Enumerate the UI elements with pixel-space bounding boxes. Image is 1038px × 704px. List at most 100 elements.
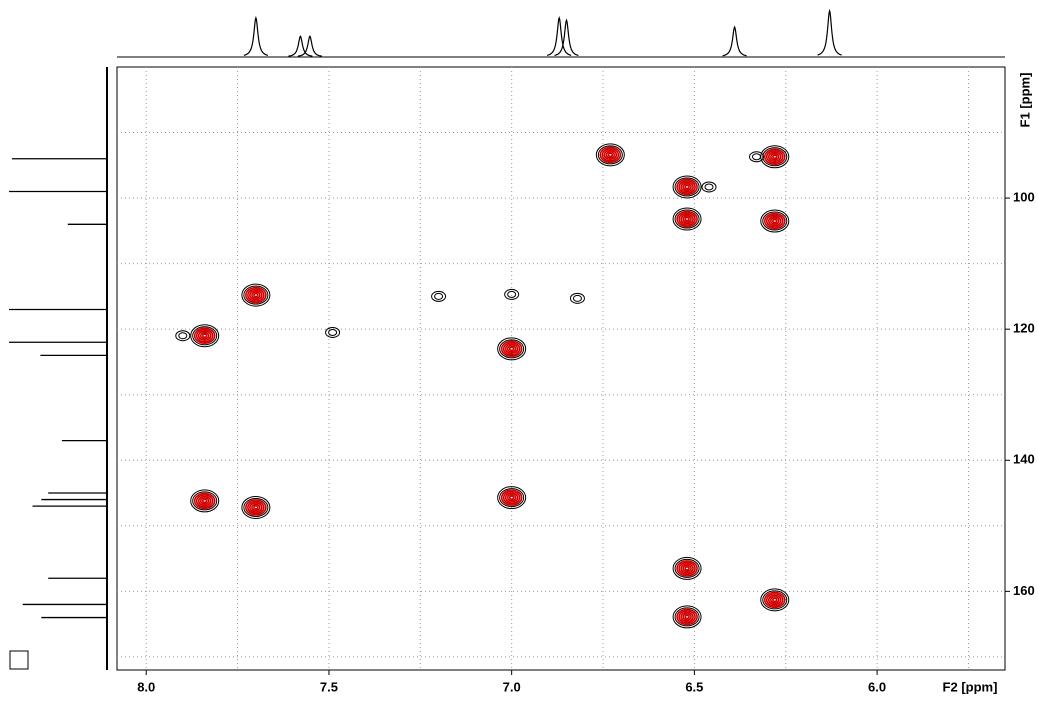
contour-outer — [704, 183, 714, 191]
contour-level — [767, 594, 782, 606]
contour-level — [763, 148, 786, 166]
contour-level — [684, 184, 690, 190]
y-tick-label: 160 — [1013, 583, 1035, 598]
contour-level — [684, 566, 690, 571]
contour-level — [201, 333, 208, 339]
contour-level — [245, 499, 267, 516]
projection-peak — [288, 35, 313, 57]
cross-peak — [497, 337, 527, 361]
contour-level — [500, 340, 523, 358]
cross-peak — [190, 324, 220, 348]
contour-level — [247, 288, 265, 302]
contour-level — [249, 502, 263, 513]
contour-level — [769, 152, 780, 161]
contour-level — [500, 489, 523, 506]
contour-level — [678, 610, 696, 624]
contour-level — [195, 328, 214, 343]
contour-level — [197, 495, 212, 507]
contour-level — [771, 154, 778, 160]
contour-level — [607, 152, 614, 158]
contour-outer — [672, 605, 702, 629]
contour-level — [678, 561, 696, 576]
weak-peak — [504, 288, 520, 300]
contour-outer — [504, 288, 520, 300]
contour-level — [508, 495, 515, 500]
contour-level — [195, 494, 214, 508]
contour-level — [684, 614, 690, 620]
contour-level — [193, 492, 216, 510]
contour-outer — [760, 588, 790, 612]
contour-outer — [762, 590, 788, 610]
cross-peak — [672, 556, 702, 580]
contour-outer — [749, 151, 765, 163]
contour-level — [771, 597, 778, 603]
cross-peak — [672, 175, 702, 199]
contour-level — [676, 560, 698, 577]
contour-level — [682, 613, 692, 621]
cross-peak — [497, 486, 527, 510]
y-axis-label: F1 [ppm] — [1017, 73, 1032, 128]
weak-peak — [431, 290, 447, 302]
projection-peak — [722, 25, 747, 57]
contour-level — [251, 291, 261, 299]
contour-outer — [178, 332, 188, 340]
contour-outer — [572, 294, 582, 302]
projection-peak — [817, 8, 842, 56]
contour-outer — [241, 495, 271, 519]
contour-level — [201, 498, 208, 504]
contour-level — [599, 146, 622, 164]
x-tick-label: 6.5 — [685, 679, 703, 694]
contour-outer — [325, 326, 341, 338]
contour-outer — [674, 607, 700, 627]
contour-level — [682, 215, 692, 223]
contour-level — [684, 216, 690, 222]
contour-outer — [595, 143, 625, 167]
y-tick-label: 140 — [1013, 452, 1035, 467]
contour-level — [193, 327, 216, 345]
projection-peak — [297, 35, 322, 57]
contour-level — [769, 596, 780, 604]
x-axis-label: F2 [ppm] — [943, 679, 998, 694]
contour-level — [676, 210, 698, 228]
contour-outer — [674, 177, 700, 197]
contour-level — [601, 148, 620, 162]
contour-level — [767, 151, 782, 163]
contour-level — [506, 345, 517, 353]
contour-level — [605, 151, 616, 159]
contour-outer — [762, 211, 788, 231]
contour-level — [680, 611, 694, 623]
contour-level — [765, 593, 784, 607]
contour-level — [769, 217, 780, 225]
cross-peak — [241, 283, 271, 307]
x-tick-label: 7.5 — [320, 679, 338, 694]
contour-level — [253, 505, 259, 510]
x-tick-label: 6.0 — [868, 679, 886, 694]
contour-outer — [190, 324, 220, 348]
x-tick-label: 8.0 — [137, 679, 155, 694]
contour-outer — [175, 330, 191, 342]
contour-level — [251, 503, 261, 512]
contour-level — [199, 331, 210, 340]
contour-level — [680, 563, 694, 574]
plot-frame — [116, 66, 1006, 671]
contour-level — [682, 183, 692, 191]
contour-level — [197, 330, 212, 342]
contour-level — [676, 608, 698, 626]
contour-outer — [674, 558, 700, 578]
contour-level — [765, 149, 784, 164]
contour-outer — [499, 339, 525, 359]
weak-peak — [749, 151, 765, 163]
contour-outer — [597, 145, 623, 165]
projection-peak — [243, 16, 269, 56]
contour-level — [506, 493, 517, 502]
contour-level — [508, 346, 515, 352]
contour-outer — [760, 209, 790, 233]
weak-peak — [325, 326, 341, 338]
contour-level — [682, 564, 692, 573]
contour-level — [247, 500, 265, 515]
contour-outer — [752, 153, 762, 161]
weak-peak — [569, 292, 585, 304]
contour-level — [678, 180, 696, 194]
contour-outer — [499, 488, 525, 508]
